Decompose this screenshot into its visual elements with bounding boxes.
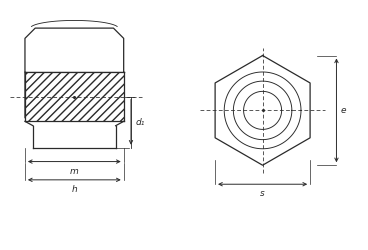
Text: h: h	[71, 185, 77, 194]
Text: m: m	[70, 167, 79, 176]
Text: e: e	[340, 106, 346, 115]
Text: s: s	[260, 189, 265, 198]
Text: d₁: d₁	[135, 118, 145, 127]
Polygon shape	[25, 72, 124, 121]
